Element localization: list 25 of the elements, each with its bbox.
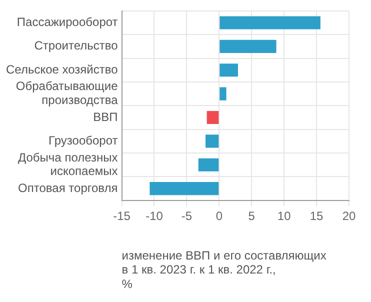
y-tick-label: Сельское хозяйство — [6, 62, 118, 76]
x-tick-label: 0 — [216, 208, 223, 223]
y-tick-label: Пассажирооборот — [16, 15, 118, 30]
bar — [220, 16, 320, 30]
y-tick-label: Добыча полезных ископаемых — [18, 150, 118, 178]
x-tick-label: -15 — [113, 208, 131, 223]
bar — [150, 182, 219, 196]
x-tick-label: -10 — [146, 208, 164, 223]
y-tick-label: ВВП — [93, 110, 118, 124]
y-tick-label: Оптовая торговля — [18, 180, 118, 195]
x-tick-label: 5 — [248, 208, 256, 223]
bar — [220, 40, 276, 53]
y-tick-label: Грузооборот — [48, 133, 118, 148]
x-tick-label: 20 — [342, 208, 356, 223]
bar — [220, 87, 226, 100]
x-tick-label: -5 — [181, 208, 192, 223]
x-axis-title: изменение ВВП и его составляющих в 1 кв. 2023 г. к 1 кв. 2022 г., % — [122, 248, 326, 292]
bar — [206, 110, 219, 124]
x-tick-label: 10 — [277, 208, 292, 223]
bar — [206, 134, 219, 148]
y-tick-label: Обрабатывающие производства — [16, 79, 118, 108]
x-tick-label: 15 — [310, 208, 324, 223]
y-tick-label: Строительство — [34, 38, 118, 53]
bar — [198, 158, 219, 172]
bar — [220, 64, 238, 77]
